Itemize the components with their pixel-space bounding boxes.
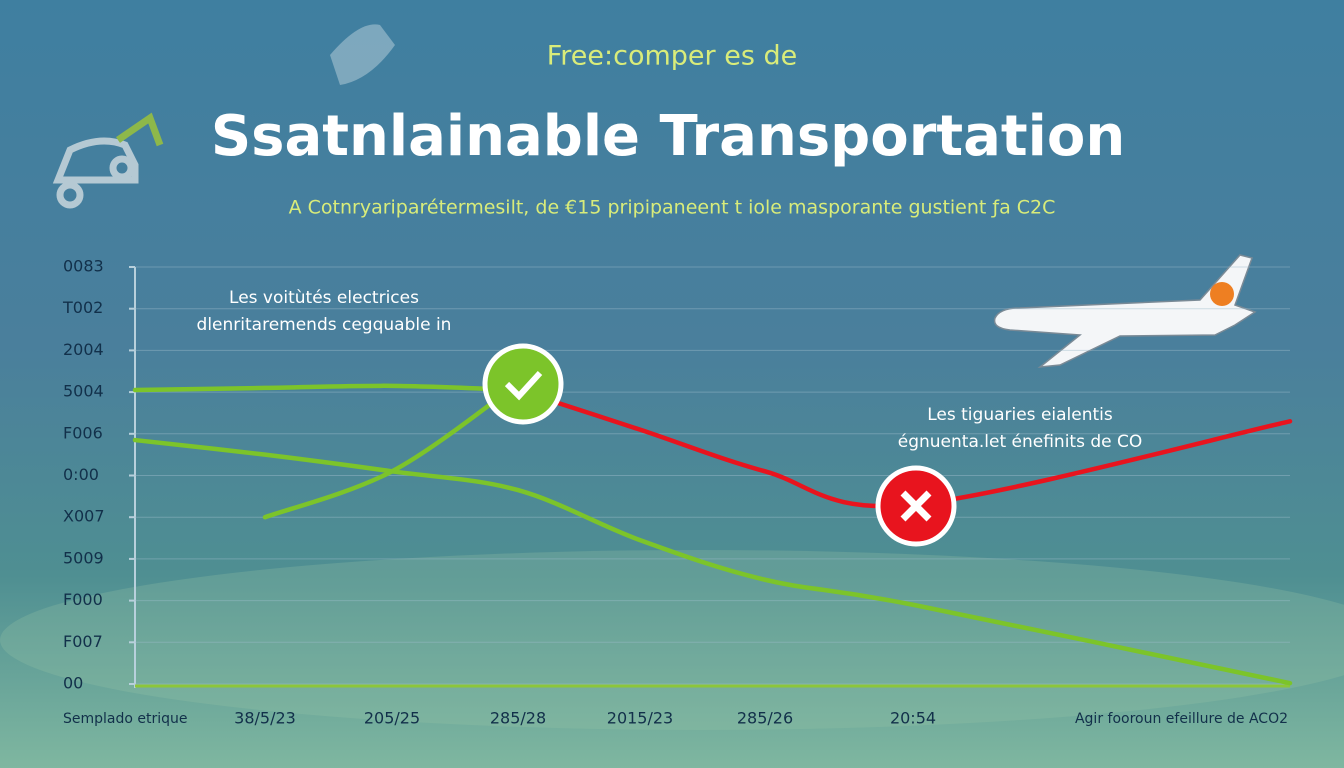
- bird-icon: [330, 24, 395, 85]
- x-tick-label: 38/5/23: [234, 709, 296, 728]
- y-tick-label: 00: [63, 674, 83, 693]
- y-tick-label: X007: [63, 507, 105, 526]
- y-tick-label: 0083: [63, 257, 104, 276]
- plot-area: 00 F007 F000 5009 X007 0:00 F006 5004 2004 T002 00…: [62, 257, 1293, 728]
- chart-title: Ssatnlainable Transportation: [211, 104, 1125, 169]
- y-tick-label: F007: [63, 632, 103, 651]
- y-tick-label: 0:00: [63, 465, 99, 484]
- line-series: [132, 383, 521, 393]
- x-tick-label: 285/28: [490, 709, 546, 728]
- x-tick-label: 2015/23: [607, 709, 673, 728]
- y-tick-label: F006: [63, 423, 103, 442]
- annotation: dlenritaremends cegquable in: [197, 315, 452, 335]
- car-icon: [52, 112, 164, 209]
- y-tick-label: T002: [62, 298, 103, 317]
- plane-icon: [993, 254, 1257, 368]
- y-tick-label: 2004: [63, 340, 104, 359]
- x-tick-label: 20:54: [890, 709, 936, 728]
- x-tick-label: Semplado etrique: [63, 711, 188, 727]
- x-tick-label: Agir fooroun efeillure de ACO2: [1075, 711, 1288, 727]
- annotation: Les tiguaries eialentis: [927, 405, 1113, 425]
- y-tick-label: 5004: [63, 382, 104, 401]
- x-tick-label: 285/26: [737, 709, 793, 728]
- subtitle: A Cotnryariparétermesilt, de €15 pripipa…: [289, 197, 1056, 219]
- background-haze: [0, 550, 1344, 730]
- line-series: [132, 437, 1293, 686]
- cross-marker: [875, 465, 957, 547]
- y-tick-label: 5009: [63, 548, 104, 567]
- y-tick-label: F000: [63, 590, 103, 609]
- line-series: [515, 387, 1293, 509]
- annotation: Les voitùtés electrices: [229, 288, 419, 308]
- annotation: égnuenta.let énefinits de CO: [898, 432, 1143, 452]
- kicker: Free:comper es de: [547, 41, 798, 72]
- x-tick-label: 205/25: [364, 709, 420, 728]
- check-marker: [482, 343, 564, 425]
